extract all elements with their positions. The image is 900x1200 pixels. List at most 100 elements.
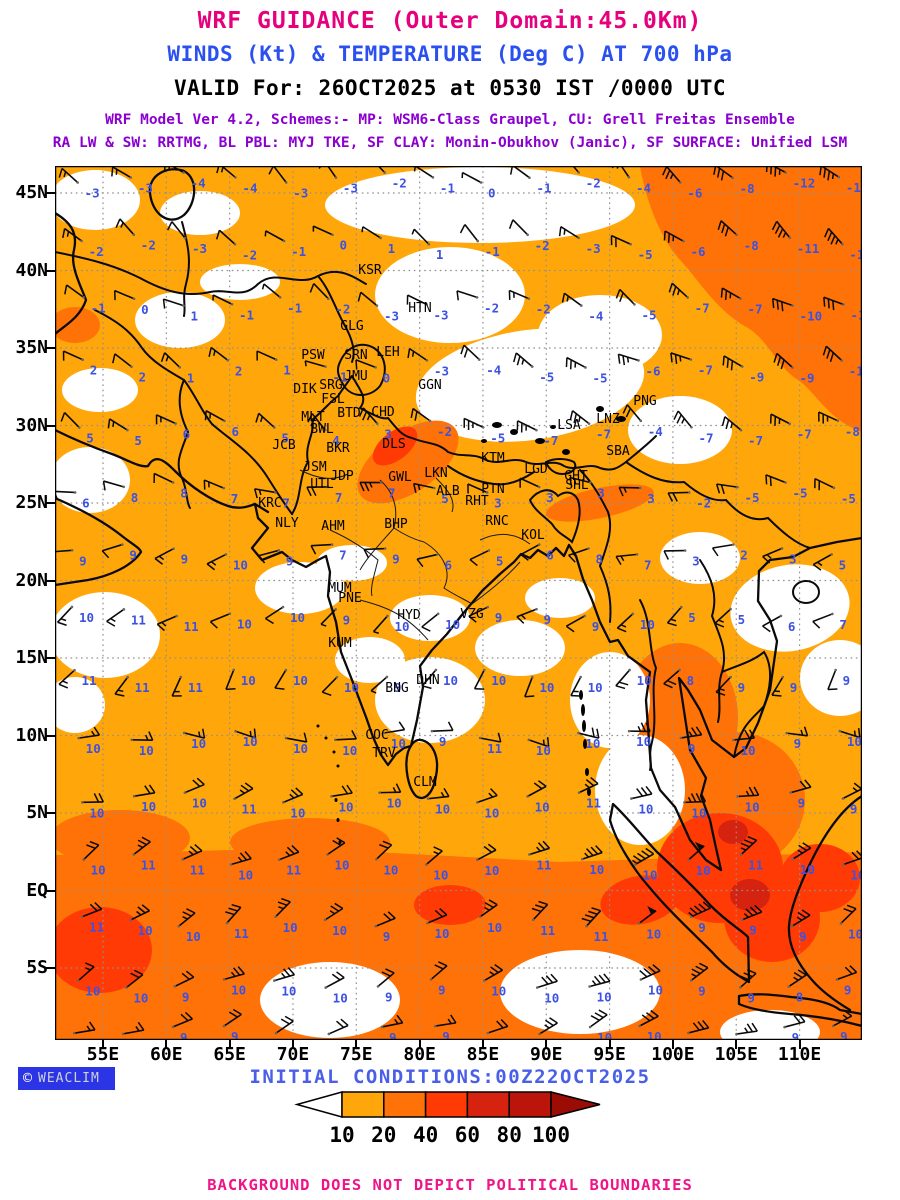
page-title: WRF GUIDANCE (Outer Domain:45.0Km) xyxy=(197,8,703,34)
lon-tick xyxy=(102,1040,104,1049)
lat-tick xyxy=(46,192,55,194)
svg-text:9: 9 xyxy=(698,920,706,935)
svg-text:10: 10 xyxy=(91,863,106,878)
svg-text:0: 0 xyxy=(383,370,391,385)
svg-text:-7: -7 xyxy=(596,427,611,442)
svg-text:10: 10 xyxy=(336,1037,351,1040)
lon-tick xyxy=(291,1040,294,1049)
lon-tick-label: 105E xyxy=(714,1044,758,1065)
svg-text:7: 7 xyxy=(231,491,239,506)
svg-text:10: 10 xyxy=(339,799,354,814)
lon-tick-label: 95E xyxy=(593,1044,626,1065)
city-label-hyd: HYD xyxy=(397,608,421,623)
svg-text:10: 10 xyxy=(640,617,655,632)
weaclim-logo: © WEACLIM xyxy=(18,1067,115,1090)
svg-text:10: 10 xyxy=(691,805,706,820)
svg-text:100: 100 xyxy=(532,1123,570,1147)
city-label-dls: DLS xyxy=(382,437,405,452)
svg-text:10: 10 xyxy=(241,673,256,688)
svg-text:9: 9 xyxy=(790,680,798,695)
svg-text:9: 9 xyxy=(840,1029,848,1040)
lat-tick-label: 25N xyxy=(15,492,48,513)
svg-text:-9: -9 xyxy=(749,370,764,385)
svg-text:4: 4 xyxy=(332,433,340,448)
city-label-ggn: GGN xyxy=(418,378,441,393)
svg-text:10: 10 xyxy=(636,734,651,749)
svg-text:9: 9 xyxy=(343,612,351,627)
svg-text:-7: -7 xyxy=(698,363,713,378)
city-label-leh: LEH xyxy=(376,345,399,360)
svg-text:-3: -3 xyxy=(384,309,399,324)
svg-text:10: 10 xyxy=(233,557,248,572)
svg-text:9: 9 xyxy=(844,983,852,998)
svg-text:9: 9 xyxy=(850,801,858,816)
svg-text:9: 9 xyxy=(394,680,402,695)
svg-text:2: 2 xyxy=(90,363,98,378)
svg-text:-3: -3 xyxy=(343,181,358,196)
svg-text:6: 6 xyxy=(788,619,796,634)
svg-text:-6: -6 xyxy=(690,244,705,259)
lon-tick xyxy=(798,1040,801,1049)
svg-text:10: 10 xyxy=(850,867,862,882)
svg-text:0: 0 xyxy=(488,185,496,200)
svg-text:11: 11 xyxy=(190,862,205,877)
svg-text:1: 1 xyxy=(436,247,444,262)
svg-text:11: 11 xyxy=(234,926,249,941)
svg-text:9: 9 xyxy=(180,1030,188,1040)
svg-text:-5: -5 xyxy=(744,490,759,505)
svg-text:-2: -2 xyxy=(242,247,257,262)
svg-text:11: 11 xyxy=(536,858,551,873)
lat-tick xyxy=(46,269,55,272)
city-label-bwl: BWL xyxy=(310,422,334,437)
svg-text:10: 10 xyxy=(238,867,253,882)
background-disclaimer: BACKGROUND DOES NOT DEPICT POLITICAL BOU… xyxy=(207,1176,693,1194)
lon-tick-label: 75E xyxy=(340,1044,373,1065)
svg-text:11: 11 xyxy=(593,929,608,944)
lat-tick-label: 35N xyxy=(15,337,48,358)
svg-text:10: 10 xyxy=(585,736,600,751)
city-label-srn: SRN xyxy=(344,348,367,363)
svg-text:-16: -16 xyxy=(846,180,862,195)
city-label-lnz: LNZ xyxy=(596,412,620,427)
city-label-chd: CHD xyxy=(371,405,395,420)
svg-text:80: 80 xyxy=(497,1123,522,1147)
svg-text:9: 9 xyxy=(79,553,87,568)
city-label-btd: BTD xyxy=(337,406,361,421)
svg-text:-12: -12 xyxy=(851,307,862,322)
city-label-ksr: KSR xyxy=(358,263,382,278)
svg-text:60: 60 xyxy=(455,1123,480,1147)
svg-text:10: 10 xyxy=(138,923,153,938)
svg-text:9: 9 xyxy=(544,612,552,627)
svg-text:10: 10 xyxy=(443,673,458,688)
temperature-numbers-layer: -3-3-4-4-3-3-2-10-1-2-4-6-8-12-16-2-2-3-… xyxy=(79,176,862,1040)
svg-text:10: 10 xyxy=(696,863,711,878)
city-label-glg: GLG xyxy=(340,319,364,334)
svg-text:2: 2 xyxy=(139,370,147,385)
city-label-dik: DIK xyxy=(293,382,317,397)
lat-tick xyxy=(46,347,55,349)
svg-text:-8: -8 xyxy=(845,424,860,439)
city-label-ahm: AHM xyxy=(321,519,345,534)
svg-text:-5: -5 xyxy=(793,486,808,501)
svg-text:11: 11 xyxy=(184,619,199,634)
svg-text:-7: -7 xyxy=(748,433,763,448)
svg-text:11: 11 xyxy=(286,863,301,878)
lat-tick xyxy=(46,502,55,504)
svg-text:-1: -1 xyxy=(485,244,500,259)
svg-text:-7: -7 xyxy=(748,302,763,317)
svg-text:11: 11 xyxy=(135,680,150,695)
svg-text:6: 6 xyxy=(445,557,453,572)
lon-tick-label: 65E xyxy=(213,1044,246,1065)
svg-text:5: 5 xyxy=(281,430,289,445)
city-label-jmu: JMU xyxy=(344,369,367,384)
svg-text:6: 6 xyxy=(232,424,240,439)
svg-text:1: 1 xyxy=(187,370,195,385)
lon-tick-label: 80E xyxy=(403,1044,436,1065)
svg-text:9: 9 xyxy=(743,1037,751,1040)
svg-text:9: 9 xyxy=(442,1029,450,1040)
svg-text:10: 10 xyxy=(344,680,359,695)
svg-text:-2: -2 xyxy=(696,495,711,510)
lon-tick-label: 70E xyxy=(276,1044,310,1065)
lat-tick-label: 15N xyxy=(15,647,48,668)
